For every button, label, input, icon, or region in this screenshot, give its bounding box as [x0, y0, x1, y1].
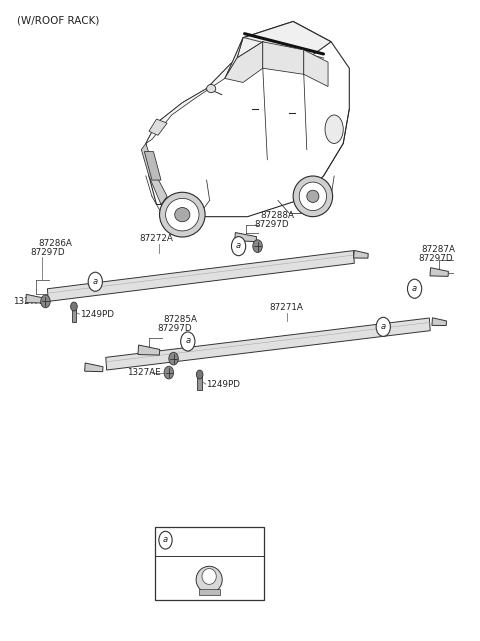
Text: a: a [236, 241, 241, 250]
Polygon shape [237, 21, 331, 58]
Circle shape [71, 302, 77, 311]
Ellipse shape [299, 182, 326, 210]
Bar [72, 306, 76, 322]
Text: a: a [185, 337, 191, 345]
Text: a: a [381, 322, 386, 331]
Polygon shape [106, 318, 430, 370]
Bar [199, 588, 219, 595]
Polygon shape [146, 21, 349, 217]
Text: 87272A: 87272A [139, 234, 173, 243]
Polygon shape [432, 318, 446, 326]
Ellipse shape [206, 85, 216, 93]
Text: 87286A: 87286A [38, 239, 72, 248]
Text: 1249PD: 1249PD [206, 379, 240, 388]
Circle shape [376, 317, 390, 337]
Text: 1249PD: 1249PD [80, 310, 114, 319]
Circle shape [253, 240, 262, 253]
Text: a: a [93, 277, 98, 286]
Text: 87271A: 87271A [269, 303, 303, 312]
Text: 87297D: 87297D [418, 254, 453, 263]
Circle shape [164, 366, 174, 379]
Ellipse shape [307, 190, 319, 203]
Ellipse shape [166, 198, 199, 231]
Polygon shape [84, 363, 103, 372]
Polygon shape [26, 294, 44, 303]
Polygon shape [141, 144, 167, 204]
Polygon shape [225, 42, 263, 83]
Polygon shape [48, 251, 354, 301]
Text: 1327AE: 1327AE [13, 297, 47, 306]
Circle shape [169, 353, 179, 365]
Text: 87297D: 87297D [30, 248, 65, 257]
Ellipse shape [175, 208, 190, 222]
Text: a: a [412, 283, 417, 292]
Circle shape [41, 295, 50, 308]
Text: 87297D: 87297D [157, 324, 192, 333]
Polygon shape [149, 119, 167, 135]
Polygon shape [235, 233, 256, 242]
Ellipse shape [293, 176, 333, 217]
Circle shape [196, 370, 203, 379]
Circle shape [180, 332, 195, 351]
Polygon shape [430, 268, 448, 276]
Text: 87285A: 87285A [163, 315, 197, 324]
Polygon shape [304, 50, 328, 87]
Polygon shape [144, 152, 161, 180]
Text: 87288A: 87288A [260, 211, 294, 220]
Circle shape [408, 279, 422, 298]
Circle shape [159, 531, 172, 549]
Polygon shape [354, 251, 368, 258]
Ellipse shape [325, 115, 343, 144]
Ellipse shape [202, 569, 216, 585]
Polygon shape [138, 345, 160, 355]
Polygon shape [225, 38, 243, 78]
Circle shape [231, 237, 246, 256]
Ellipse shape [159, 192, 205, 237]
Text: 86839: 86839 [176, 535, 206, 545]
Ellipse shape [196, 566, 222, 593]
Text: a: a [163, 535, 168, 544]
Text: 87287A: 87287A [421, 245, 455, 254]
Polygon shape [146, 62, 232, 144]
Text: 1327AE: 1327AE [127, 368, 161, 377]
Bar [197, 374, 202, 390]
Polygon shape [263, 42, 304, 74]
FancyBboxPatch shape [155, 527, 264, 600]
Text: 87297D: 87297D [254, 220, 289, 229]
Circle shape [88, 272, 102, 291]
Text: (W/ROOF RACK): (W/ROOF RACK) [17, 15, 99, 26]
